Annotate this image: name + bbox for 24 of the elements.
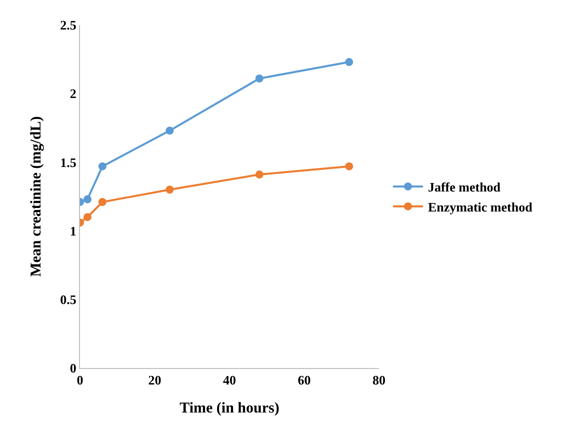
point bbox=[255, 74, 264, 83]
y-tick-label: 2.5 bbox=[60, 18, 77, 33]
point bbox=[83, 195, 92, 204]
x-tick-label: 60 bbox=[298, 372, 311, 388]
y-tick-label: 1.5 bbox=[60, 154, 77, 170]
y-tick-label: 0 bbox=[70, 360, 76, 376]
x-tick-label: 80 bbox=[372, 372, 386, 388]
y-tick-label: 2 bbox=[70, 86, 76, 102]
point bbox=[83, 213, 92, 222]
point bbox=[166, 186, 174, 194]
legend-label: Jaffe method bbox=[428, 180, 502, 195]
point bbox=[98, 198, 106, 206]
x-axis-title: Time (in hours) bbox=[180, 400, 280, 417]
point bbox=[255, 170, 264, 179]
point bbox=[345, 162, 354, 170]
y-tick-label: 1 bbox=[70, 223, 76, 238]
point bbox=[166, 126, 174, 135]
point bbox=[345, 58, 354, 66]
legend-label: Enzymatic method bbox=[428, 199, 534, 214]
x-tick-label: 40 bbox=[223, 372, 236, 388]
y-axis-title: Mean creatinine (mg/dL) bbox=[28, 116, 44, 277]
x-tick-label: 20 bbox=[148, 372, 162, 388]
point bbox=[98, 162, 106, 170]
y-tick-label: 0.5 bbox=[60, 292, 77, 307]
